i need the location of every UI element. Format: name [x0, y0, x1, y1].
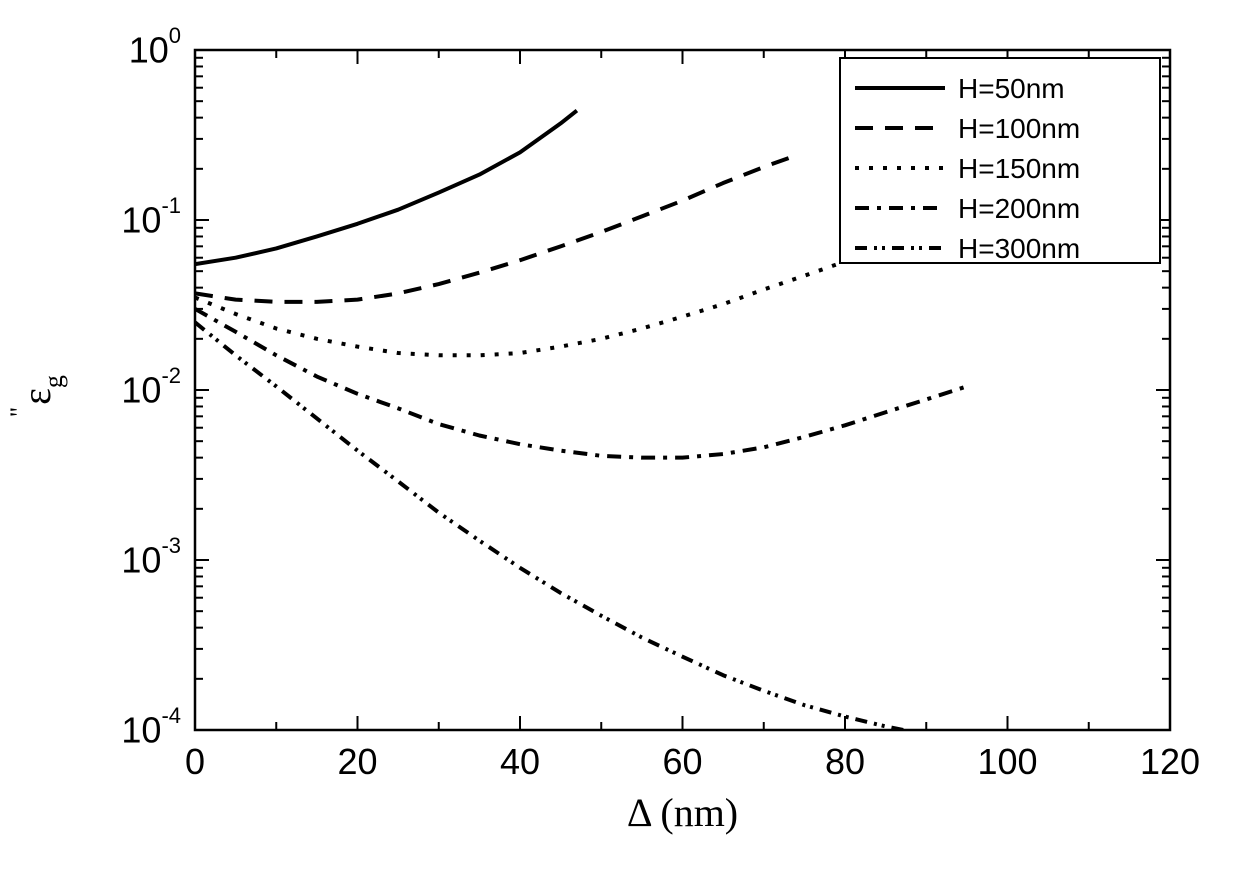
x-axis-label: Δ (nm) [627, 790, 738, 835]
series-line-4 [195, 322, 1048, 747]
series-line-0 [195, 111, 577, 265]
x-tick-label: 0 [185, 741, 205, 782]
chart-svg: 0 20 40 60 80 100 120 10-4 10-3 10-2 10-1 100 Δ (nm)… [0, 0, 1240, 874]
x-tick-label: 120 [1140, 741, 1200, 782]
series-line-2 [195, 262, 845, 356]
y-tick-label: 10-3 [121, 533, 181, 581]
y-tick-label: 10-1 [121, 193, 181, 241]
legend-label-3: H=200nm [958, 193, 1080, 224]
svg-text:εg: εg [14, 375, 68, 405]
x-tick-label: 60 [662, 741, 702, 782]
legend-label-0: H=50nm [958, 73, 1065, 104]
y-tick-label: 100 [129, 23, 181, 71]
legend-label-1: H=100nm [958, 113, 1080, 144]
series-line-3 [195, 309, 967, 458]
y-axis-label: εg '' [5, 375, 68, 417]
legend-label-4: H=300nm [958, 233, 1080, 264]
x-tick-label: 20 [337, 741, 377, 782]
series-line-1 [195, 155, 796, 301]
legend-label-2: H=150nm [958, 153, 1080, 184]
x-tick-label: 100 [977, 741, 1037, 782]
x-tick-label: 40 [500, 741, 540, 782]
svg-text:'': '' [5, 407, 34, 416]
y-tick-label: 10-4 [121, 703, 181, 751]
x-tick-label: 80 [825, 741, 865, 782]
y-tick-label: 10-2 [121, 363, 181, 411]
chart-container: 0 20 40 60 80 100 120 10-4 10-3 10-2 10-1 100 Δ (nm)… [0, 0, 1240, 874]
